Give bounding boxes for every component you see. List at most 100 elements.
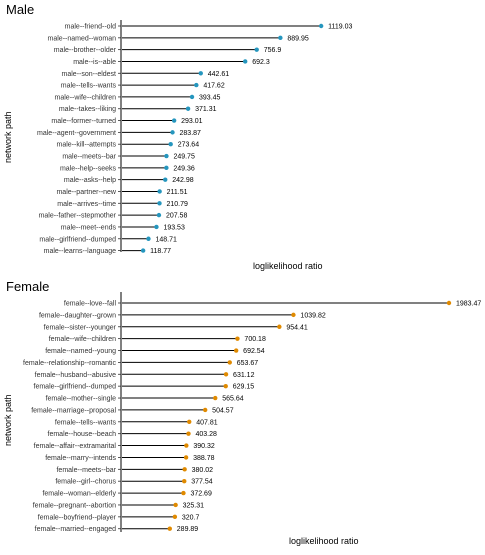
male-lollipop-point <box>168 142 173 147</box>
female-x-axis-label: loglikelihood ratio <box>289 536 359 546</box>
female-category-label: female--pregnant--abortion <box>33 502 116 509</box>
female-lollipop-point <box>172 514 178 520</box>
male-lollipop-point <box>243 59 248 64</box>
female-category-label: female--named--young <box>45 348 116 355</box>
male-value-label: 118.77 <box>150 248 171 255</box>
female-lollipop-point <box>277 324 282 329</box>
male-lollipop-point <box>146 236 151 241</box>
male-category-label: male--father--stepmother <box>39 213 117 220</box>
male-value-label: 417.62 <box>203 83 225 90</box>
female-category-label: female--mother--single <box>46 396 117 403</box>
female-value-label: 407.81 <box>196 419 218 426</box>
female-category-label: female--marry--intends <box>45 455 116 462</box>
female-value-label: 565.64 <box>222 396 244 403</box>
female-chart-title: Female <box>6 279 50 294</box>
female-lollipop-point <box>446 300 452 306</box>
male-value-label: 442.61 <box>208 71 230 78</box>
male-value-label: 756.9 <box>264 47 282 54</box>
female-value-label: 1039.82 <box>300 312 325 319</box>
female-lollipop-point <box>173 502 178 508</box>
male-lollipop-point <box>156 212 162 218</box>
male-lollipop-point <box>185 106 191 111</box>
female-category-label: female--wife--children <box>49 336 116 343</box>
male-value-label: 393.45 <box>199 94 221 101</box>
male-lollipop-point <box>140 248 146 253</box>
male-lollipop-point <box>163 177 168 182</box>
male-value-label: 242.98 <box>172 177 194 184</box>
female-lollipop-point <box>235 336 240 341</box>
female-category-label: female--sister--younger <box>44 324 117 331</box>
male-category-label: male--partner--new <box>56 189 116 196</box>
female-y-axis-label: network path <box>3 394 13 446</box>
female-category-label: female--house--beach <box>48 431 117 438</box>
male-lollipop-point <box>171 118 177 123</box>
female-lollipop-point <box>182 467 187 472</box>
female-value-label: 390.32 <box>193 443 215 450</box>
male-value-label: 249.75 <box>173 154 195 161</box>
male-panel: male--friend--old 1119.03 male--named--wom… <box>37 20 353 255</box>
male-category-label: male--asks--help <box>64 177 116 184</box>
male-lollipop-point <box>154 224 159 230</box>
female-lollipop-point <box>167 526 172 531</box>
female-category-label: female--relationship--romantic <box>23 360 116 367</box>
female-value-label: 372.69 <box>190 491 212 498</box>
female-lollipop-point <box>223 372 229 377</box>
female-value-label: 504.57 <box>212 407 234 414</box>
male-value-label: 249.36 <box>173 165 195 172</box>
female-category-label: female--married--engaged <box>35 526 116 533</box>
male-value-label: 283.87 <box>180 130 202 137</box>
male-lollipop-point <box>164 165 169 171</box>
male-category-label: male--brother--older <box>54 47 117 54</box>
female-lollipop-point <box>233 348 239 353</box>
male-value-label: 1119.03 <box>328 24 352 31</box>
male-value-label: 293.01 <box>181 118 203 125</box>
male-category-label: male--learns--language <box>44 248 116 255</box>
female-value-label: 388.78 <box>193 455 215 462</box>
female-category-label: female--affair--extramarital <box>34 443 117 450</box>
male-category-label: male--former--turned <box>51 118 116 125</box>
female-category-label: female--girl--chorus <box>55 479 116 486</box>
male-value-label: 207.58 <box>166 213 188 220</box>
female-value-label: 289.89 <box>177 526 199 533</box>
male-value-label: 889.95 <box>287 35 309 42</box>
male-lollipop-point <box>170 130 175 135</box>
male-lollipop-point <box>278 35 283 41</box>
female-value-label: 325.31 <box>183 502 205 509</box>
male-value-label: 193.53 <box>163 224 185 231</box>
female-lollipop-point <box>202 407 208 413</box>
female-category-label: female--meets--bar <box>56 467 116 474</box>
female-value-label: 692.54 <box>243 348 265 355</box>
male-chart-title: Male <box>6 2 35 17</box>
male-category-label: male--wife--children <box>55 94 117 101</box>
male-value-label: 371.31 <box>195 106 217 113</box>
male-category-label: male--is--able <box>73 59 116 66</box>
male-lollipop-point <box>318 23 324 29</box>
female-value-label: 320.7 <box>182 514 200 521</box>
female-lollipop-point <box>187 419 192 424</box>
male-lollipop-point <box>157 189 162 194</box>
male-category-label: male--named--woman <box>48 35 117 42</box>
male-lollipop-point <box>189 94 195 100</box>
male-x-axis-label: loglikelihood ratio <box>253 261 323 271</box>
female-category-label: female--tells--wants <box>55 419 117 426</box>
female-lollipop-point <box>291 312 296 318</box>
female-lollipop-point <box>213 395 218 401</box>
male-value-label: 692.3 <box>252 59 270 66</box>
female-value-label: 380.02 <box>192 467 214 474</box>
female-lollipop-point <box>181 490 186 496</box>
male-value-label: 211.51 <box>167 189 188 196</box>
male-category-label: male--meet--ends <box>61 224 117 231</box>
female-value-label: 954.41 <box>286 324 308 331</box>
female-value-label: 377.54 <box>191 479 213 486</box>
female-category-label: female--girlfriend--dumped <box>34 384 117 391</box>
female-value-label: 629.15 <box>233 384 255 391</box>
male-category-label: male--son--eldest <box>62 71 117 78</box>
female-value-label: 403.28 <box>195 431 217 438</box>
male-y-axis-label: network path <box>3 111 13 163</box>
male-category-label: male--agent--government <box>37 130 116 137</box>
male-value-label: 148.71 <box>155 236 177 243</box>
female-lollipop-point <box>227 360 232 365</box>
male-category-label: male--girlfriend--dumped <box>39 236 116 243</box>
